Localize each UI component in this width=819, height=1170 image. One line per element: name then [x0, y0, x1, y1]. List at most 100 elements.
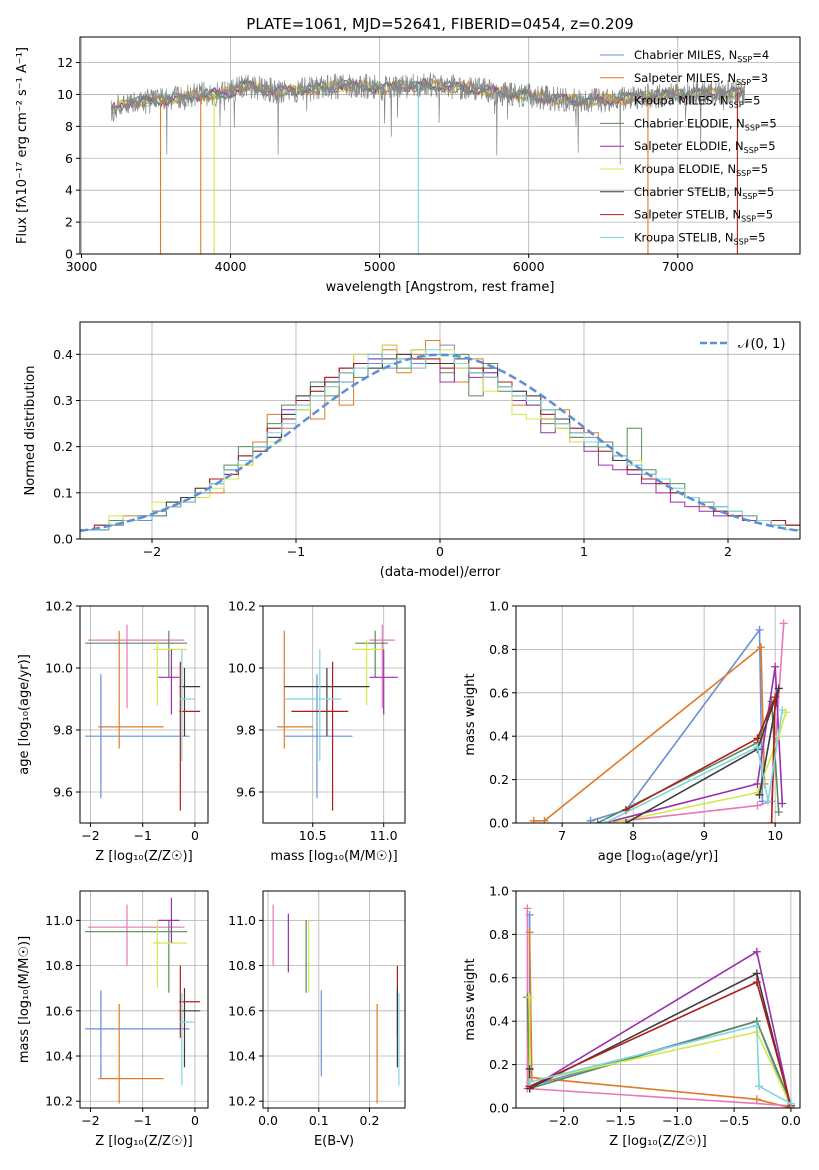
y-tick-label: 0.6 — [489, 685, 509, 700]
x-tick-label: −1 — [287, 544, 305, 559]
mass_vs_Z-plot — [85, 897, 201, 1104]
legend-entry: Kroupa STELIB, NSSP=5 — [634, 230, 765, 246]
axes-frame — [515, 605, 801, 824]
x-axis-label: mass [log₁₀(M/M☉)] — [270, 849, 397, 864]
y-tick-label: 11.0 — [45, 913, 73, 928]
weight-marker — [755, 1082, 764, 1091]
x-tick-label: 10 — [767, 828, 783, 843]
x-tick-label: 8 — [629, 828, 637, 843]
x-tick-label: 5000 — [364, 259, 396, 274]
age_vs_Z-axes — [80, 605, 208, 823]
figure-title: PLATE=1061, MJD=52641, FIBERID=0454, z=0… — [246, 15, 633, 33]
weight-line — [526, 997, 792, 1105]
weight-line — [625, 696, 776, 823]
legend-entry: Chabrier ELODIE, NSSP=5 — [634, 116, 777, 132]
residuals-legend: 𝒩(0, 1) — [700, 337, 785, 352]
weight-marker — [525, 993, 534, 1002]
weight-marker — [600, 819, 609, 823]
y-tick-label: 10.2 — [45, 599, 73, 614]
y-tick-label: 1.0 — [489, 599, 509, 614]
x-axis-label: Z [log₁₀(Z/Z☉)] — [95, 1134, 192, 1149]
y-tick-label: 10.4 — [45, 1049, 73, 1064]
age_vs_mass-frame: 10.5 11.0 9.6 9.8 10.0 10.2 mass [log₁₀(M/M☉)] — [228, 599, 406, 864]
axes-frame — [79, 890, 209, 1109]
weight_vs_age-plot — [529, 619, 790, 823]
weight-marker — [752, 1021, 761, 1030]
weight-marker — [778, 799, 787, 808]
weight-line — [533, 645, 766, 822]
y-tick-label: 0.0 — [489, 1101, 509, 1116]
x-tick-label: −1 — [133, 828, 151, 843]
legend-entry: Salpeter STELIB, NSSP=5 — [634, 208, 773, 224]
weight-line — [529, 1024, 792, 1105]
weight-marker — [753, 801, 762, 810]
y-tick-label: 10.2 — [45, 1094, 73, 1109]
x-tick-label: 0.0 — [781, 1113, 801, 1128]
x-axis-label: Z [log₁₀(Z/Z☉)] — [609, 1134, 706, 1149]
gaussian-curve — [80, 353, 800, 533]
y-axis-label: mass [log₁₀(M/M☉)] — [17, 936, 32, 1063]
y-tick-label: 12 — [57, 55, 73, 70]
legend-entry: Salpeter MILES, NSSP=3 — [634, 71, 768, 87]
y-tick-label: 0.6 — [489, 970, 509, 985]
weight-marker — [774, 684, 783, 693]
mass_vs_Z-frame: −2 −1 0 10.2 10.4 10.6 10.8 11.0 Z [log₁₀(Z/Z☉)]… — [17, 890, 209, 1149]
legend-entry: 𝒩(0, 1) — [738, 337, 785, 352]
x-tick-label: 7 — [558, 828, 566, 843]
y-tick-label: 10.0 — [228, 661, 256, 676]
weight_vs_age-frame: 7 8 9 10 0.0 0.2 0.4 0.6 0.8 1.0 age [log₁₀(age/yr… — [463, 599, 801, 864]
weight-line — [625, 688, 780, 823]
x-tick-label: −1.5 — [605, 1113, 635, 1128]
weight-marker — [771, 662, 780, 671]
y-tick-label: 4 — [65, 183, 73, 198]
weight-marker — [525, 1077, 534, 1086]
y-tick-label: 10.8 — [45, 958, 73, 973]
weight-marker — [771, 693, 780, 702]
axes-frame — [515, 890, 801, 1109]
x-axis-label: E(B-V) — [314, 1134, 354, 1149]
y-tick-label: 0.3 — [53, 393, 73, 408]
axes-frame — [262, 890, 406, 1109]
mass_vs_ebv-frame: 0.0 0.1 0.2 10.2 10.4 10.6 10.8 11.0 E(B-V) — [228, 890, 406, 1149]
x-tick-label: 0.1 — [309, 1113, 329, 1128]
mass_vs_ebv-plot — [272, 904, 400, 1104]
x-tick-label: 0 — [436, 544, 444, 559]
y-tick-label: 10.0 — [45, 661, 73, 676]
y-tick-label: 10.8 — [228, 958, 256, 973]
x-tick-label: 4000 — [215, 259, 247, 274]
y-tick-label: 0.0 — [489, 816, 509, 831]
age_vs_Z-plot — [85, 624, 201, 811]
spectrum-frame: 3000 4000 5000 6000 7000 0 2 4 6 8 10 12 wavelength … — [15, 36, 801, 295]
residuals-frame: −2 −1 0 1 2 0.0 0.1 0.2 0.3 0.4 (data-model)/error… — [23, 321, 801, 580]
x-tick-label: −2 — [143, 544, 161, 559]
weight-line — [604, 710, 784, 823]
y-tick-label: 10 — [57, 87, 73, 102]
mass_vs_Z-axes — [80, 891, 208, 1108]
histogram-step — [80, 349, 800, 539]
weight-line — [604, 666, 784, 823]
y-tick-label: 9.6 — [236, 785, 256, 800]
y-tick-label: 0.4 — [489, 729, 509, 744]
y-tick-label: 9.6 — [53, 785, 73, 800]
x-axis-label: age [log₁₀(age/yr)] — [598, 849, 719, 864]
residuals-plot — [80, 339, 800, 539]
y-tick-label: 0.1 — [53, 485, 73, 500]
y-tick-label: 0.2 — [489, 772, 509, 787]
x-tick-label: 3000 — [66, 259, 98, 274]
weight-marker — [593, 819, 602, 823]
axes-frame — [79, 605, 209, 824]
weight-marker — [755, 790, 764, 799]
weight-marker — [764, 797, 773, 806]
weight-marker — [755, 625, 764, 634]
y-tick-label: 10.4 — [228, 1049, 256, 1064]
x-tick-label: 7000 — [662, 259, 694, 274]
y-tick-label: 0.8 — [489, 642, 509, 657]
y-tick-label: 10.2 — [228, 1094, 256, 1109]
weight-line — [529, 980, 792, 1107]
y-tick-label: 6 — [65, 151, 73, 166]
y-tick-label: 10.6 — [45, 1003, 73, 1018]
age_vs_Z-frame: −2 −1 0 9.6 9.8 10.0 10.2 Z [log₁₀(Z/Z☉)] age [l… — [17, 599, 209, 864]
y-tick-label: 0.2 — [489, 1057, 509, 1072]
y-axis-label: mass weight — [463, 673, 478, 755]
y-tick-label: 11.0 — [228, 913, 256, 928]
